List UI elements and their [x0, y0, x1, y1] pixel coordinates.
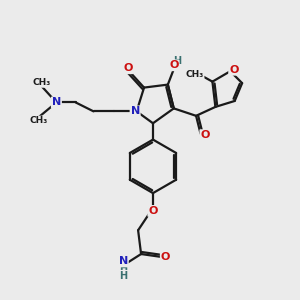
- Text: O: O: [161, 252, 170, 262]
- Text: N: N: [118, 256, 128, 266]
- Text: H: H: [173, 56, 181, 66]
- Text: N: N: [130, 106, 140, 116]
- Text: O: O: [148, 206, 158, 216]
- Text: N: N: [52, 98, 61, 107]
- Text: O: O: [229, 65, 239, 75]
- Text: H: H: [119, 264, 127, 274]
- Text: O: O: [123, 63, 132, 73]
- Text: O: O: [200, 130, 210, 140]
- Text: CH₃: CH₃: [29, 116, 48, 125]
- Text: CH₃: CH₃: [32, 78, 51, 87]
- Text: CH₃: CH₃: [185, 70, 204, 79]
- Text: O: O: [169, 60, 178, 70]
- Text: H: H: [119, 271, 127, 281]
